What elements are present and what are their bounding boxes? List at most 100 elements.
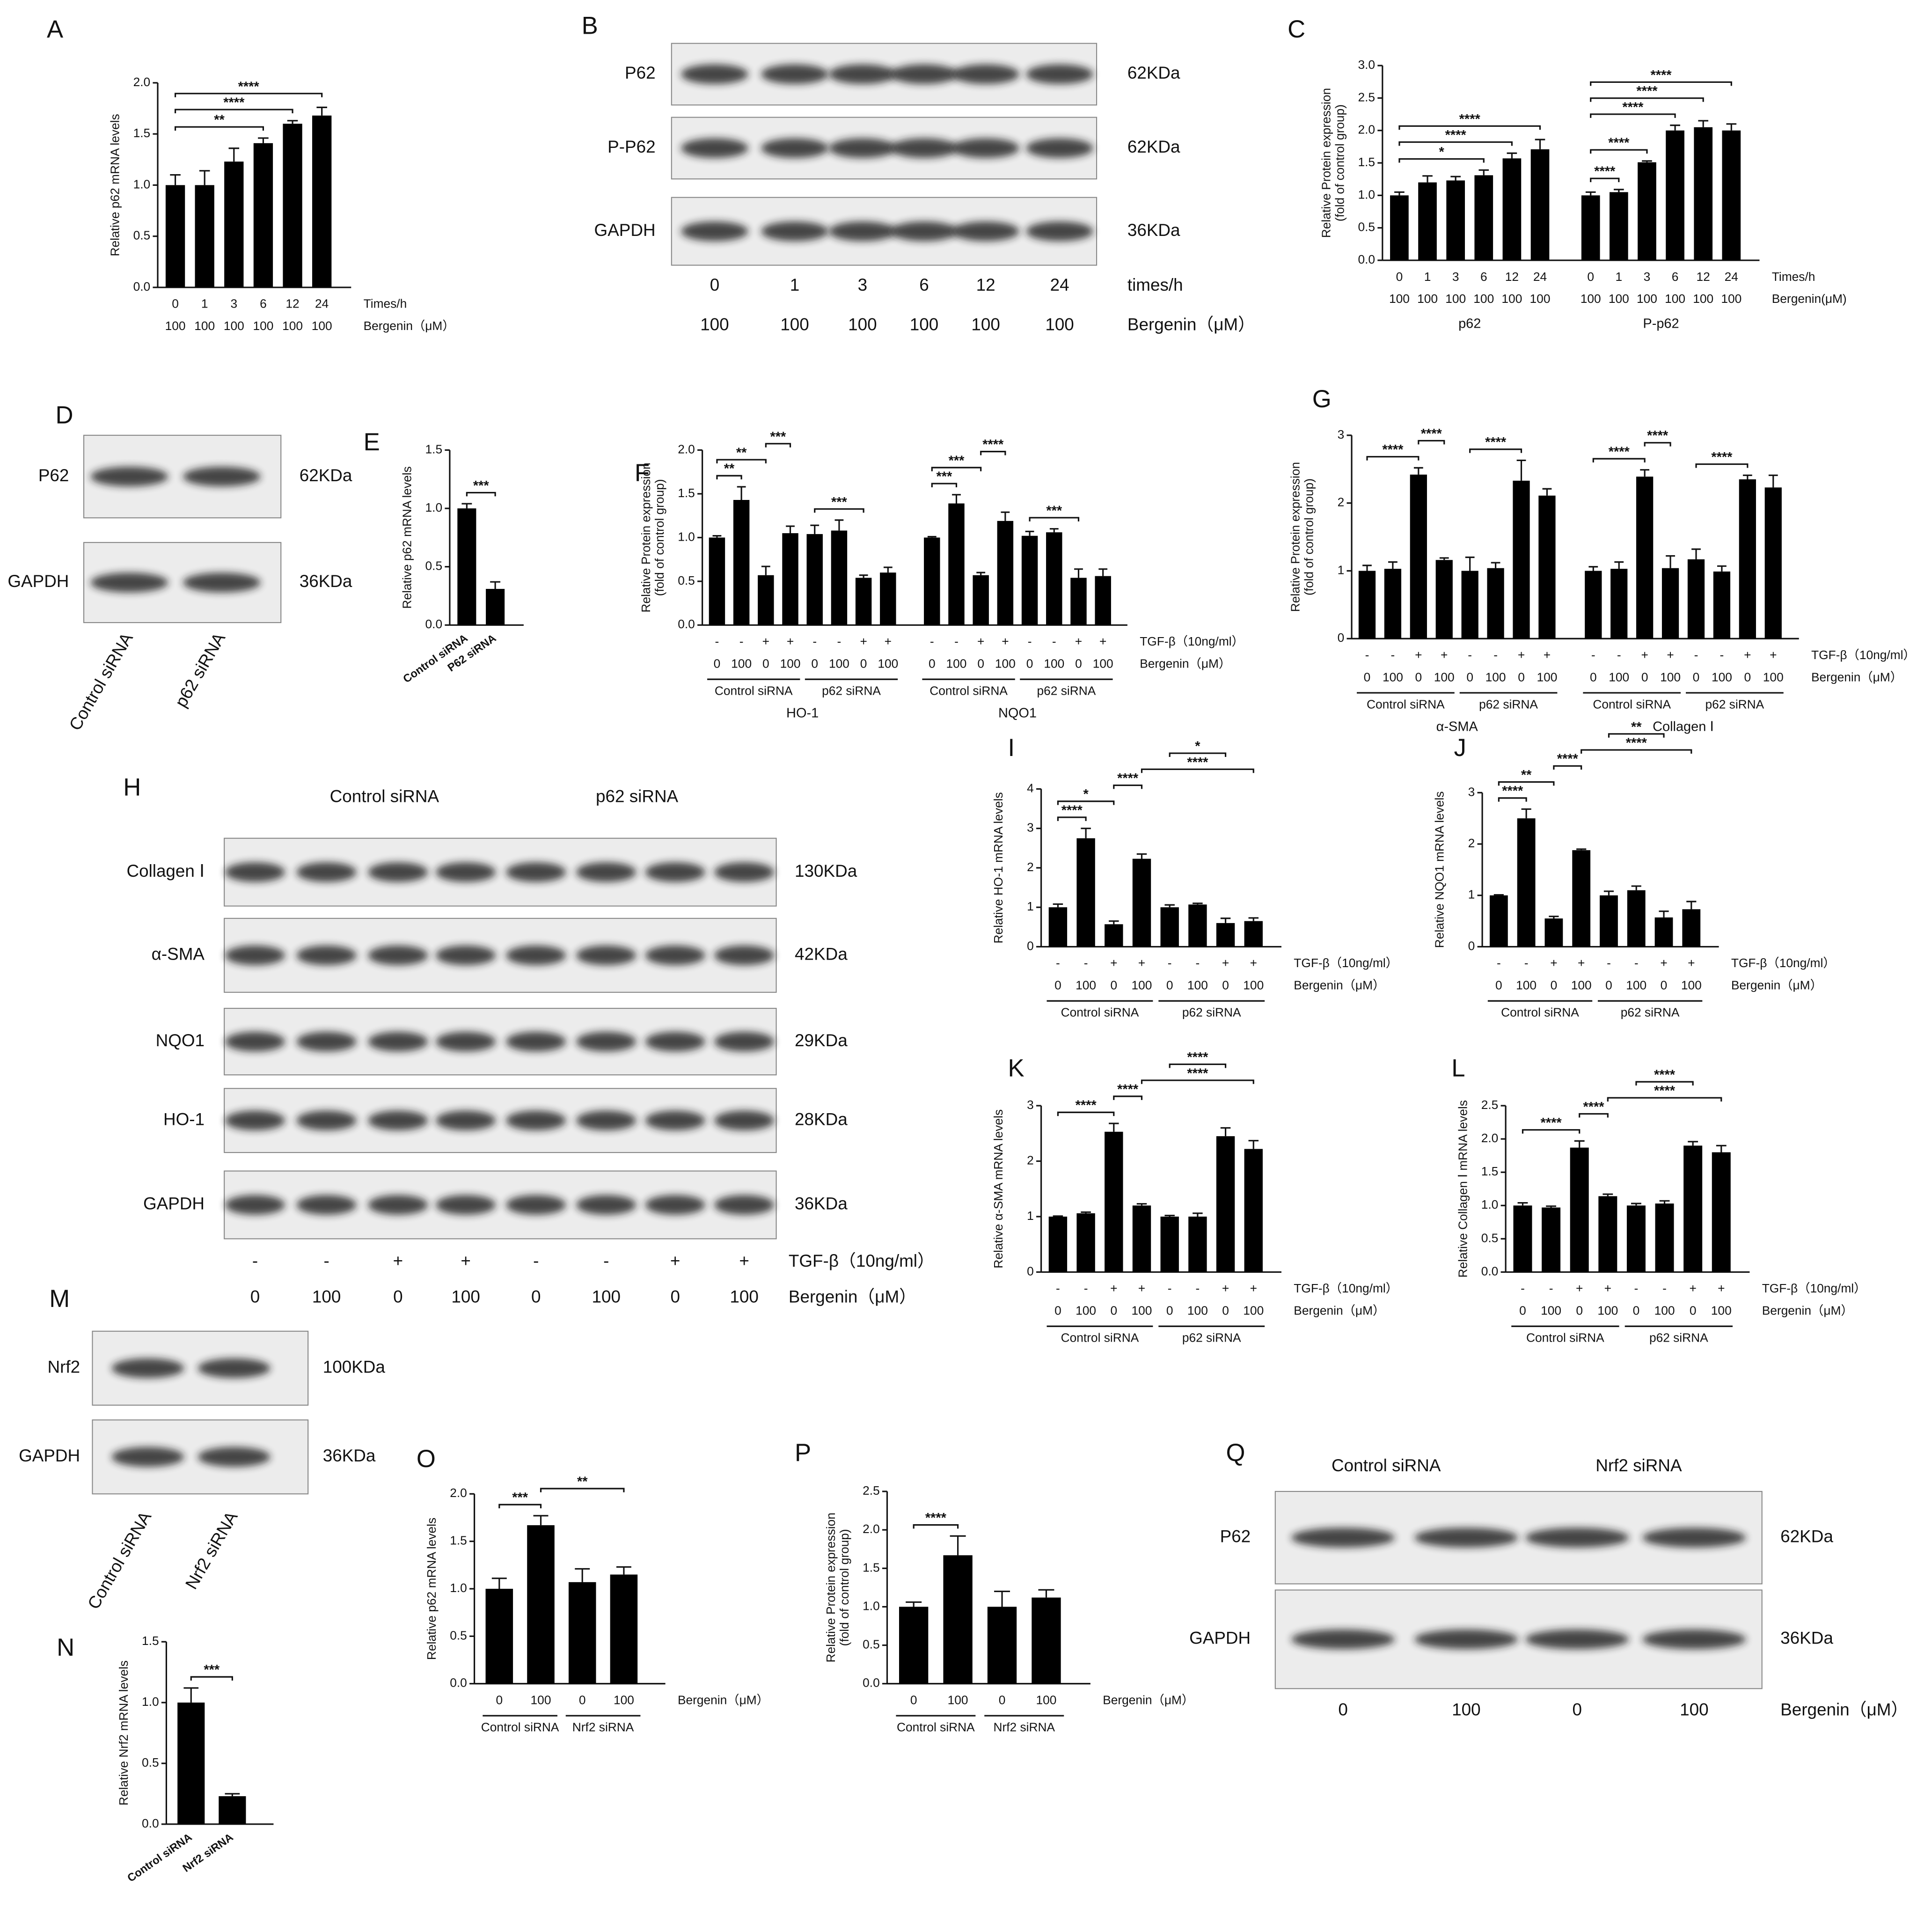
significance-bracket <box>1057 800 1115 805</box>
bar <box>1048 1216 1068 1272</box>
error-bar <box>1422 175 1433 183</box>
error-bar <box>1362 565 1372 571</box>
blot-band <box>645 862 705 882</box>
significance-bracket <box>1141 1079 1254 1084</box>
x-row-label: 100 <box>1473 292 1494 306</box>
error-bar <box>1742 474 1752 479</box>
group-label: p62 siRNA <box>1182 1331 1241 1345</box>
blot-row-label: P62 <box>625 63 656 82</box>
error-bar <box>810 524 820 534</box>
blot-size-label: 42KDa <box>795 945 848 964</box>
significance-bracket <box>1522 1129 1581 1134</box>
x-row-label: - <box>1168 956 1172 970</box>
blot-size-label: 36KDa <box>1780 1629 1833 1648</box>
x-row-label: 100 <box>1187 978 1208 992</box>
group-label: Control siRNA <box>1526 1331 1604 1345</box>
x-row-name: Bergenin（μM） <box>678 1693 769 1707</box>
significance-bracket <box>1590 113 1676 118</box>
lane-label: 12 <box>976 275 995 294</box>
error-bar <box>1686 901 1697 910</box>
x-row-label: 1 <box>1424 270 1431 284</box>
x-row-label: + <box>1110 1281 1117 1295</box>
error-bar <box>1001 511 1010 521</box>
error-bar <box>1642 160 1652 162</box>
x-row-label: + <box>1250 1281 1257 1295</box>
panel-letter: D <box>55 401 73 429</box>
significance-label: **** <box>1459 112 1481 127</box>
x-row-label: 0 <box>1396 270 1403 284</box>
x-row-label: 0 <box>1466 670 1473 684</box>
blot-row-label: GAPDH <box>7 572 69 591</box>
x-row-label: - <box>739 634 744 648</box>
x-row-label: 0 <box>910 1693 917 1707</box>
x-row-name: Bergenin（μM） <box>1103 1693 1194 1707</box>
bar <box>1712 1152 1731 1272</box>
significance-label: **** <box>1594 164 1616 179</box>
error-bar <box>491 1578 507 1589</box>
error-bar <box>1109 920 1119 925</box>
blot-band <box>111 1447 184 1467</box>
x-row-label: + <box>1770 648 1777 662</box>
y-axis-label: Relative p62 mRNA levels <box>400 466 414 609</box>
bar <box>997 521 1014 625</box>
x-row-label: 100 <box>194 319 215 333</box>
blot-band <box>506 945 566 965</box>
error-bar <box>1614 561 1624 569</box>
x-row-label: 1 <box>201 297 208 311</box>
bar <box>1570 1147 1589 1272</box>
blot-band <box>1414 1629 1518 1650</box>
blot-band <box>368 1195 428 1215</box>
blot-band <box>576 1110 637 1130</box>
error-bar <box>950 1535 966 1556</box>
significance-label: **** <box>1117 1082 1139 1097</box>
x-row-name: TGF-β（10ng/ml） <box>1294 956 1398 970</box>
lane-label: 1 <box>790 275 800 294</box>
y-tick-label: 2.0 <box>133 75 151 89</box>
bar <box>1132 859 1151 947</box>
group-label: Control siRNA <box>1367 697 1445 711</box>
blot-band <box>506 1110 566 1130</box>
x-row-label: - <box>1391 648 1395 662</box>
blot-row-label: P-P62 <box>607 137 655 156</box>
x-row-label: 100 <box>1637 292 1657 306</box>
bar <box>1474 175 1493 261</box>
y-tick-label: 1.5 <box>1481 1164 1499 1178</box>
error-bar <box>1193 903 1203 905</box>
lane-label: 100 <box>1680 1700 1708 1719</box>
y-axis-label: Relative Protein expression <box>1288 462 1303 612</box>
panel-letter: A <box>47 15 64 43</box>
bar <box>312 115 332 287</box>
blot-band <box>1291 1527 1395 1548</box>
x-row-name: TGF-β（10ng/ml） <box>1294 1281 1398 1295</box>
error-bar <box>228 147 240 162</box>
x-row-label: + <box>762 634 769 648</box>
error-bar <box>761 565 770 575</box>
x-row-name: Bergenin（μM） <box>1294 978 1385 992</box>
significance-label: **** <box>1636 84 1658 99</box>
bar <box>1410 474 1427 639</box>
y-tick-label: 1.0 <box>450 1581 467 1595</box>
error-bar <box>906 1601 922 1607</box>
x-row-label: 0 <box>762 656 769 670</box>
bar <box>1358 571 1376 639</box>
significance-bracket <box>980 451 1006 455</box>
x-row-label: 100 <box>165 319 186 333</box>
significance-label: **** <box>1502 784 1523 799</box>
x-row-label: + <box>1099 634 1106 648</box>
y-tick-label: 2.0 <box>450 1486 467 1500</box>
y-tick-label: 1 <box>1468 888 1475 902</box>
y-tick-label: 0.5 <box>425 559 443 573</box>
blot-band <box>681 138 748 158</box>
x-row-label: 100 <box>1243 1304 1264 1318</box>
x-row-label: 1 <box>1616 270 1623 284</box>
y-tick-label: 1.0 <box>863 1599 880 1613</box>
bar <box>1581 195 1600 261</box>
significance-label: **** <box>925 1511 947 1526</box>
blot-band <box>368 862 428 882</box>
x-row-label: - <box>1634 1281 1639 1295</box>
panel-letter: H <box>123 773 141 801</box>
section-label: HO-1 <box>786 705 819 720</box>
x-row-label: + <box>1718 1281 1725 1295</box>
bar <box>1530 149 1550 261</box>
group-label: p62 siRNA <box>1037 683 1096 697</box>
